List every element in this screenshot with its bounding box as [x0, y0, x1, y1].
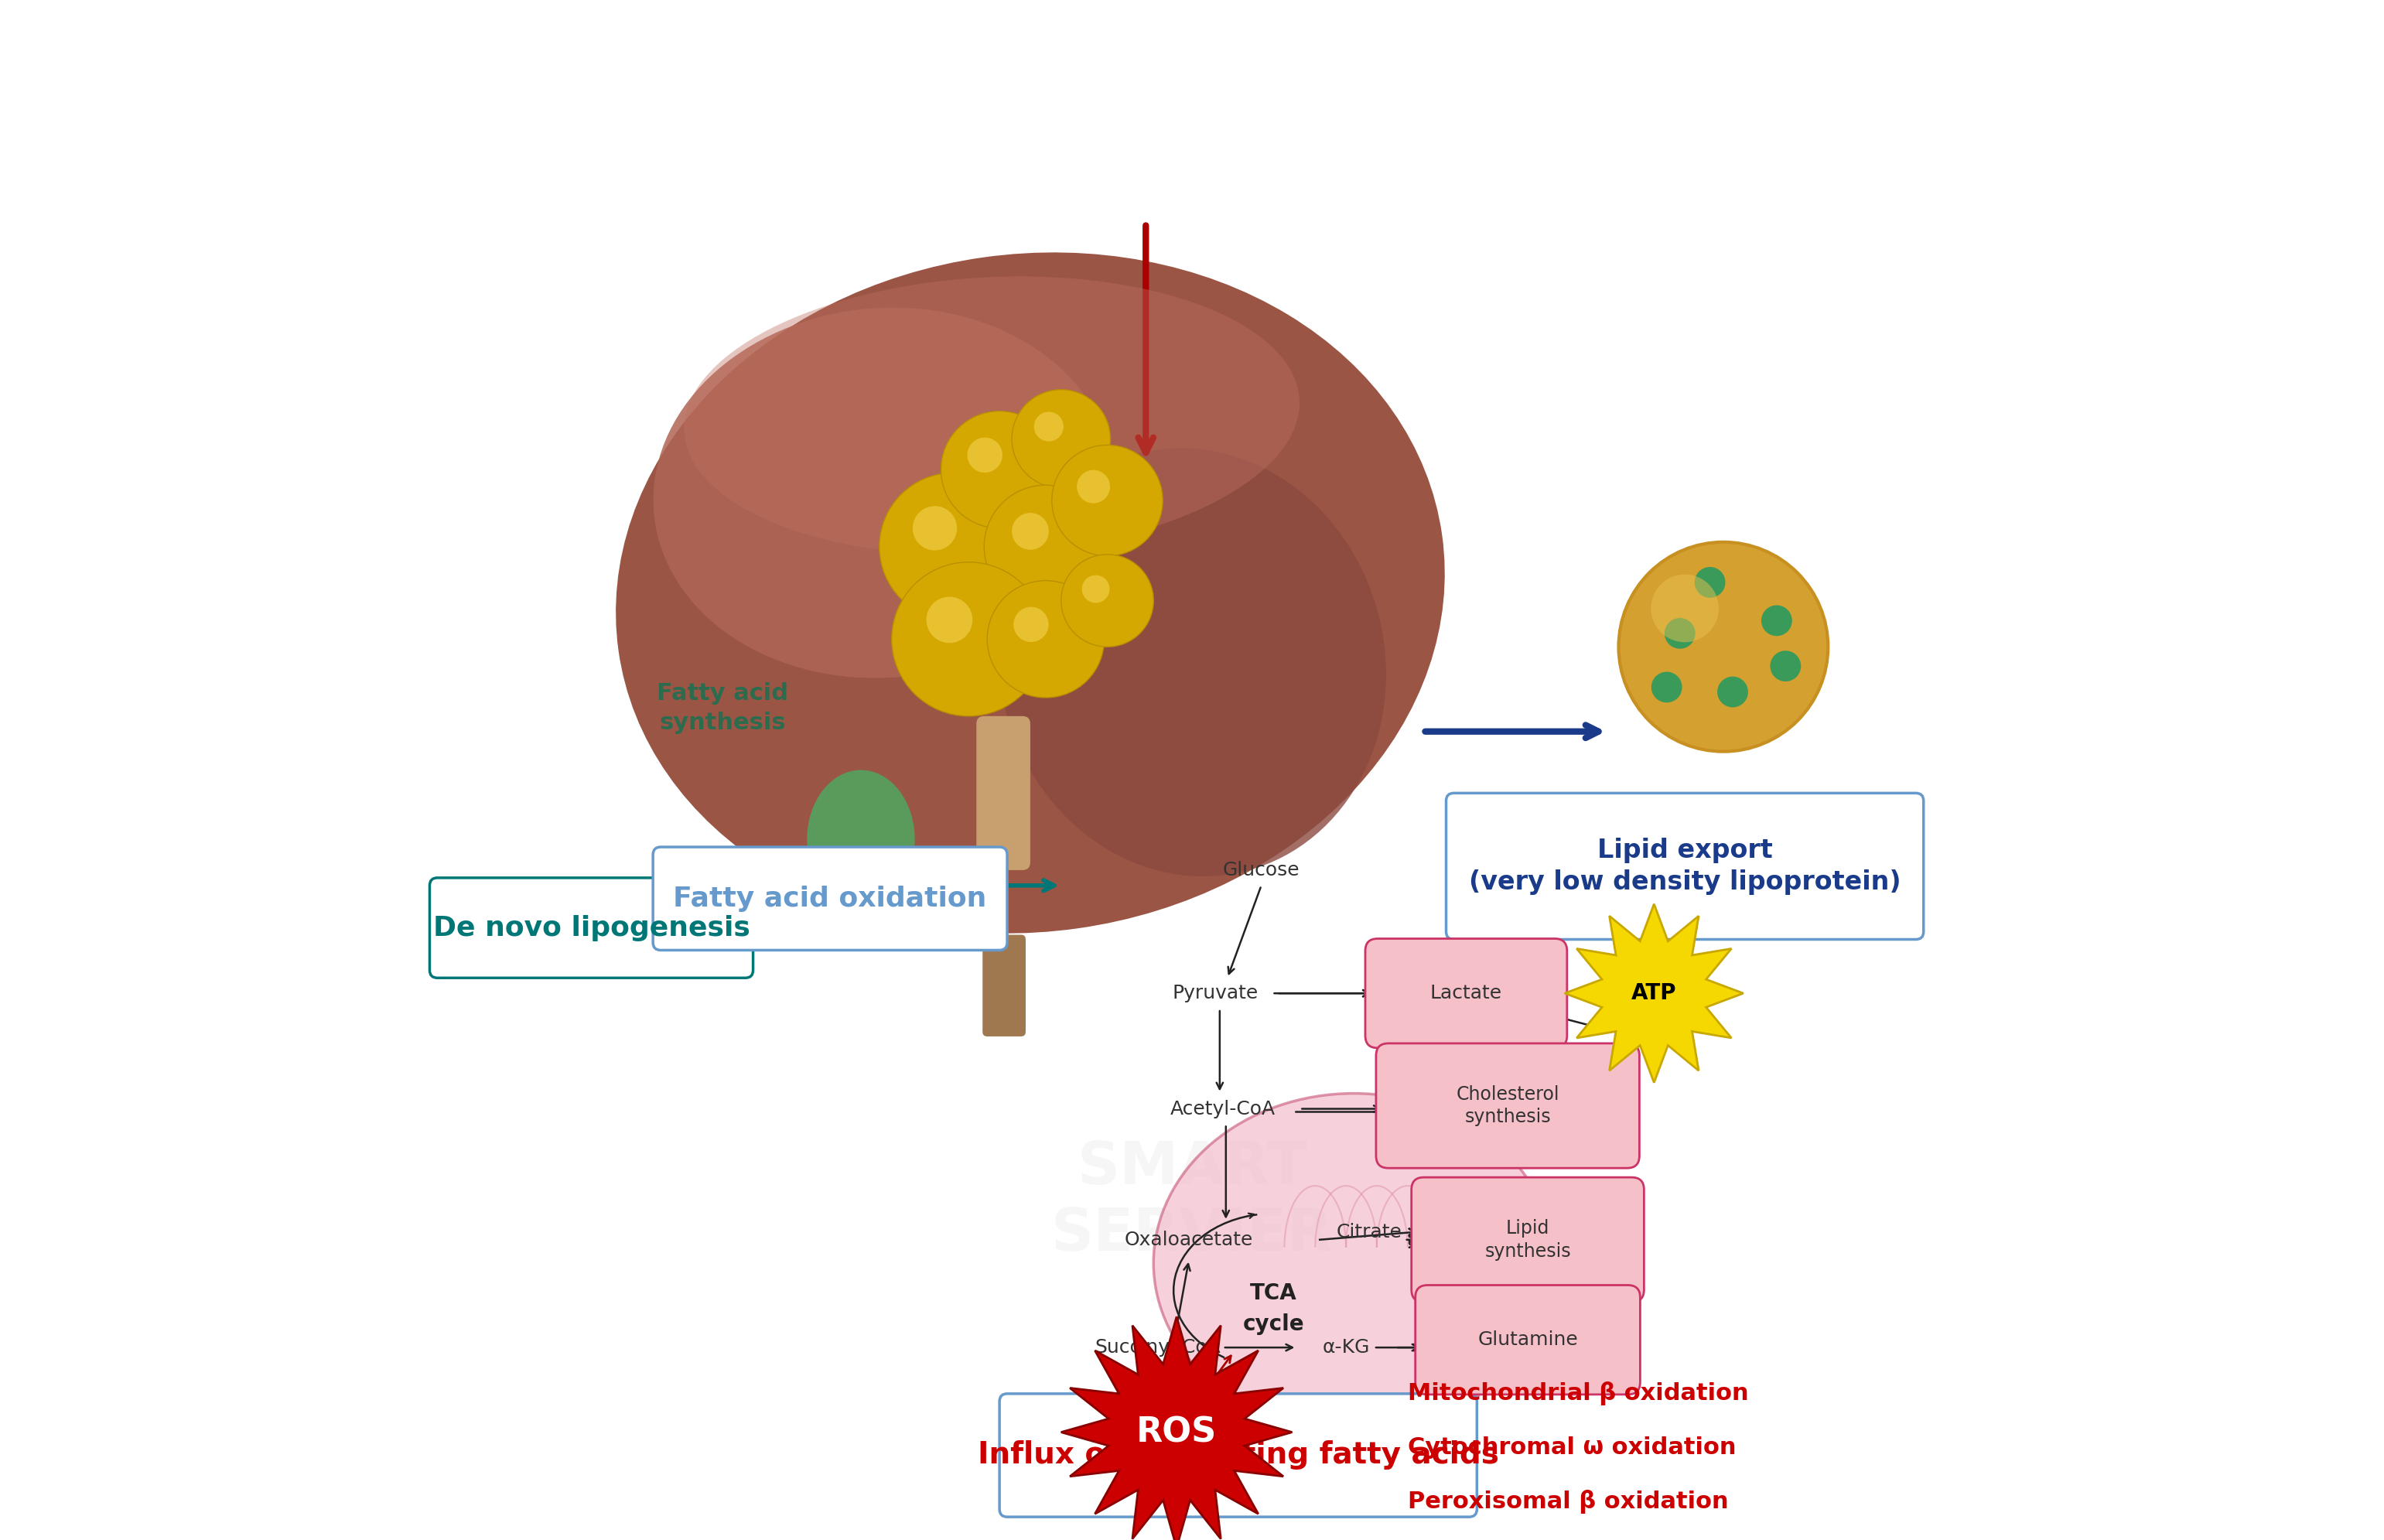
Text: Mitochondrial β oxidation: Mitochondrial β oxidation	[1407, 1381, 1747, 1406]
Circle shape	[987, 581, 1104, 698]
Text: Succinyl-CoA: Succinyl-CoA	[1094, 1338, 1221, 1357]
Text: De novo lipogenesis: De novo lipogenesis	[434, 915, 751, 941]
Circle shape	[927, 596, 973, 644]
Circle shape	[1762, 605, 1793, 636]
FancyBboxPatch shape	[999, 1394, 1478, 1517]
Polygon shape	[1564, 904, 1743, 1083]
Polygon shape	[1061, 1317, 1292, 1540]
Text: Glucose: Glucose	[1223, 861, 1299, 879]
FancyBboxPatch shape	[982, 935, 1025, 1036]
Ellipse shape	[806, 770, 915, 909]
Text: ATP: ATP	[1631, 983, 1676, 1004]
Ellipse shape	[615, 253, 1445, 933]
Circle shape	[1035, 411, 1063, 442]
Text: Influx of circulating fatty acids: Influx of circulating fatty acids	[977, 1440, 1500, 1471]
Circle shape	[1051, 445, 1163, 556]
Text: Oxaloacetate: Oxaloacetate	[1125, 1230, 1254, 1249]
Ellipse shape	[653, 308, 1116, 678]
Text: Lactate: Lactate	[1430, 984, 1502, 1003]
Ellipse shape	[1154, 1093, 1554, 1432]
FancyBboxPatch shape	[1447, 793, 1924, 939]
Circle shape	[892, 562, 1047, 716]
Circle shape	[1619, 542, 1829, 752]
Circle shape	[942, 411, 1058, 528]
Text: Acetyl-CoA: Acetyl-CoA	[1171, 1100, 1275, 1118]
FancyBboxPatch shape	[653, 847, 1006, 950]
Circle shape	[913, 507, 956, 550]
Ellipse shape	[684, 277, 1299, 554]
Circle shape	[1652, 574, 1719, 642]
Text: Glutamine: Glutamine	[1478, 1331, 1578, 1349]
FancyBboxPatch shape	[1411, 1177, 1645, 1303]
FancyBboxPatch shape	[429, 878, 753, 978]
Circle shape	[1013, 607, 1049, 642]
Text: Cytochromal ω oxidation: Cytochromal ω oxidation	[1407, 1437, 1736, 1458]
FancyBboxPatch shape	[1416, 1284, 1640, 1395]
Text: Lipid export
(very low density lipoprotein): Lipid export (very low density lipoprote…	[1469, 838, 1900, 895]
Text: TCA: TCA	[1249, 1283, 1297, 1304]
Circle shape	[1011, 513, 1049, 550]
Circle shape	[1716, 676, 1747, 707]
Circle shape	[1011, 390, 1111, 488]
Text: Cholesterol
synthesis: Cholesterol synthesis	[1457, 1086, 1559, 1126]
FancyBboxPatch shape	[1376, 1044, 1640, 1167]
Circle shape	[880, 473, 1028, 621]
Circle shape	[1061, 554, 1154, 647]
Text: cycle: cycle	[1242, 1314, 1304, 1335]
FancyBboxPatch shape	[1366, 938, 1566, 1047]
Text: SMART
SERVIER: SMART SERVIER	[1051, 1140, 1333, 1263]
Text: Fatty acid
synthesis: Fatty acid synthesis	[656, 682, 789, 735]
Circle shape	[985, 485, 1106, 608]
Text: Citrate: Citrate	[1337, 1223, 1402, 1241]
Circle shape	[1082, 574, 1109, 604]
Text: α-KG: α-KG	[1323, 1338, 1371, 1357]
Circle shape	[1078, 470, 1111, 504]
Text: Peroxisomal β oxidation: Peroxisomal β oxidation	[1407, 1489, 1728, 1514]
Text: ROS: ROS	[1137, 1415, 1216, 1449]
Text: Pyruvate: Pyruvate	[1173, 984, 1259, 1003]
Circle shape	[968, 437, 1001, 473]
Ellipse shape	[999, 448, 1385, 876]
Circle shape	[1652, 671, 1683, 702]
Circle shape	[1664, 618, 1695, 648]
Text: Lipid
synthesis: Lipid synthesis	[1485, 1220, 1571, 1260]
FancyBboxPatch shape	[977, 716, 1030, 870]
Circle shape	[1695, 567, 1726, 598]
Text: Fatty acid oxidation: Fatty acid oxidation	[672, 885, 987, 912]
Circle shape	[1771, 651, 1800, 682]
